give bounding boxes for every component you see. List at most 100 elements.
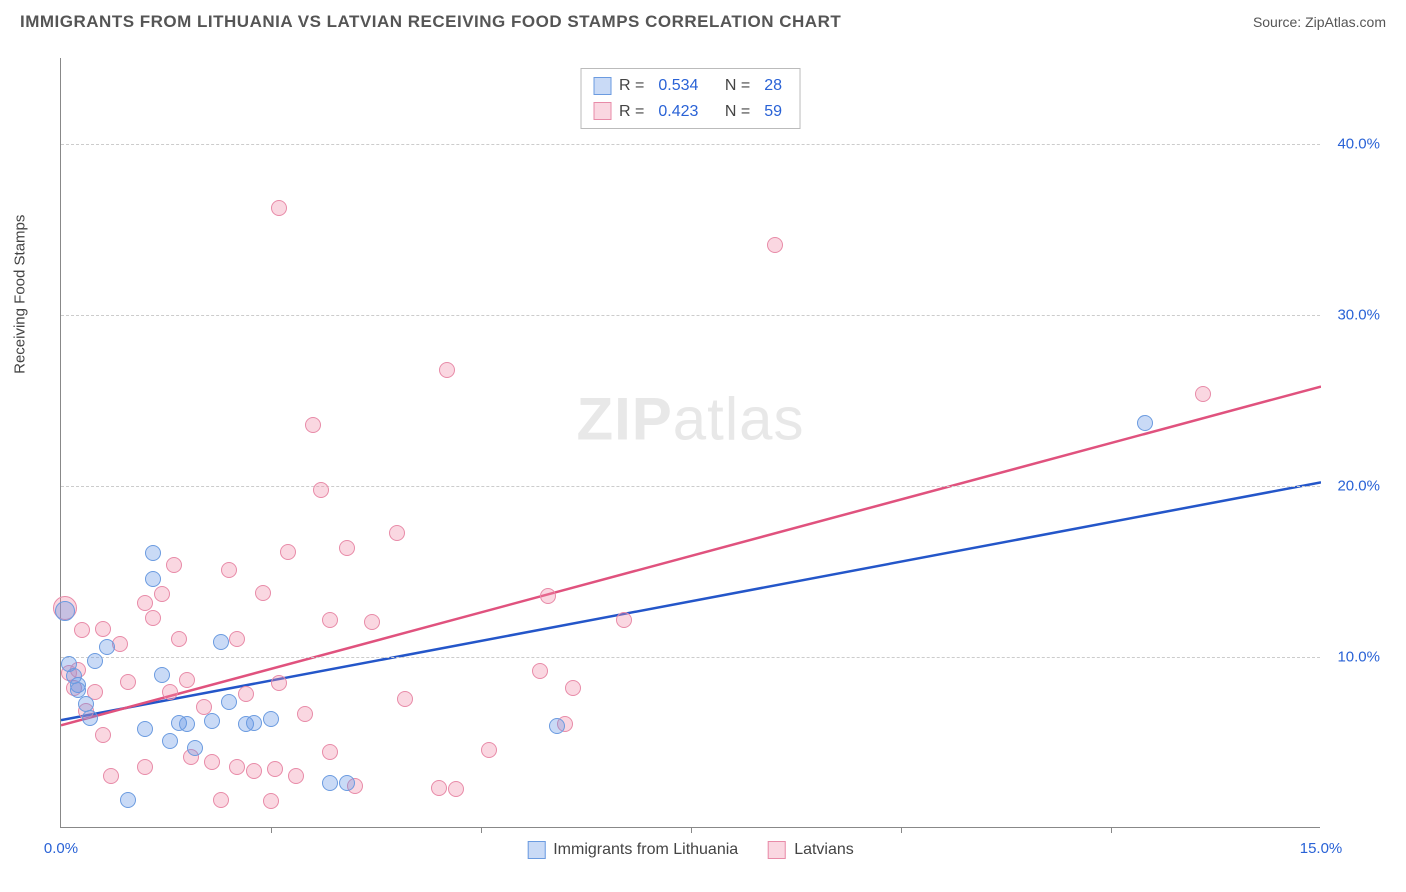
y-tick-label: 30.0% (1325, 306, 1380, 323)
data-point (271, 200, 287, 216)
data-point (74, 622, 90, 638)
data-point (95, 727, 111, 743)
data-point (448, 781, 464, 797)
trend-line-pink (61, 387, 1321, 726)
y-tick-label: 20.0% (1325, 477, 1380, 494)
data-point (339, 775, 355, 791)
data-point (267, 761, 283, 777)
swatch-pink-icon (768, 841, 786, 859)
data-point (1137, 415, 1153, 431)
data-point (255, 585, 271, 601)
source-label: Source: ZipAtlas.com (1253, 14, 1386, 30)
data-point (103, 768, 119, 784)
data-point (162, 684, 178, 700)
x-tick-mark (691, 827, 692, 833)
data-point (540, 588, 556, 604)
data-point (145, 571, 161, 587)
data-point (246, 763, 262, 779)
data-point (305, 417, 321, 433)
data-point (221, 562, 237, 578)
data-point (616, 612, 632, 628)
y-tick-label: 40.0% (1325, 135, 1380, 152)
data-point (145, 545, 161, 561)
y-axis-label: Receiving Food Stamps (12, 215, 29, 374)
data-point (431, 780, 447, 796)
data-point (137, 721, 153, 737)
data-point (389, 525, 405, 541)
trend-lines (61, 58, 1321, 828)
x-tick-label: 15.0% (1300, 840, 1343, 857)
data-point (229, 631, 245, 647)
data-point (288, 768, 304, 784)
data-point (322, 744, 338, 760)
y-tick-label: 10.0% (1325, 648, 1380, 665)
data-point (1195, 386, 1211, 402)
legend-item-blue: Immigrants from Lithuania (527, 841, 738, 859)
data-point (187, 740, 203, 756)
data-point (120, 674, 136, 690)
x-tick-mark (481, 827, 482, 833)
series-legend: Immigrants from Lithuania Latvians (527, 841, 854, 859)
chart-container: Receiving Food Stamps ZIPatlas R = 0.534… (50, 50, 1350, 840)
data-point (120, 792, 136, 808)
swatch-pink (593, 102, 611, 120)
plot-area: ZIPatlas R = 0.534 N = 28 R = 0.423 N = … (60, 58, 1320, 828)
data-point (322, 775, 338, 791)
legend-item-pink: Latvians (768, 841, 854, 859)
data-point (55, 601, 75, 621)
x-tick-mark (1111, 827, 1112, 833)
data-point (179, 672, 195, 688)
trend-line-blue (61, 482, 1321, 720)
x-tick-mark (901, 827, 902, 833)
data-point (565, 680, 581, 696)
stats-row-blue: R = 0.534 N = 28 (593, 73, 788, 99)
gridline (61, 315, 1320, 316)
data-point (154, 667, 170, 683)
data-point (246, 715, 262, 731)
gridline (61, 657, 1320, 658)
data-point (145, 610, 161, 626)
data-point (204, 754, 220, 770)
data-point (263, 793, 279, 809)
stats-legend: R = 0.534 N = 28 R = 0.423 N = 59 (580, 68, 801, 129)
chart-header: IMMIGRANTS FROM LITHUANIA VS LATVIAN REC… (0, 0, 1406, 40)
data-point (162, 733, 178, 749)
chart-title: IMMIGRANTS FROM LITHUANIA VS LATVIAN REC… (20, 12, 841, 32)
data-point (213, 634, 229, 650)
data-point (179, 716, 195, 732)
data-point (87, 653, 103, 669)
data-point (532, 663, 548, 679)
data-point (313, 482, 329, 498)
data-point (213, 792, 229, 808)
data-point (95, 621, 111, 637)
data-point (364, 614, 380, 630)
data-point (82, 710, 98, 726)
data-point (280, 544, 296, 560)
data-point (137, 759, 153, 775)
data-point (271, 675, 287, 691)
watermark: ZIPatlas (576, 385, 804, 454)
data-point (99, 639, 115, 655)
swatch-blue (593, 77, 611, 95)
data-point (439, 362, 455, 378)
data-point (297, 706, 313, 722)
data-point (154, 586, 170, 602)
data-point (322, 612, 338, 628)
gridline (61, 486, 1320, 487)
x-tick-label: 0.0% (44, 840, 78, 857)
data-point (549, 718, 565, 734)
data-point (767, 237, 783, 253)
data-point (397, 691, 413, 707)
data-point (238, 686, 254, 702)
data-point (481, 742, 497, 758)
data-point (171, 631, 187, 647)
swatch-blue-icon (527, 841, 545, 859)
data-point (137, 595, 153, 611)
data-point (221, 694, 237, 710)
data-point (204, 713, 220, 729)
data-point (263, 711, 279, 727)
x-tick-mark (271, 827, 272, 833)
gridline (61, 144, 1320, 145)
data-point (339, 540, 355, 556)
data-point (229, 759, 245, 775)
